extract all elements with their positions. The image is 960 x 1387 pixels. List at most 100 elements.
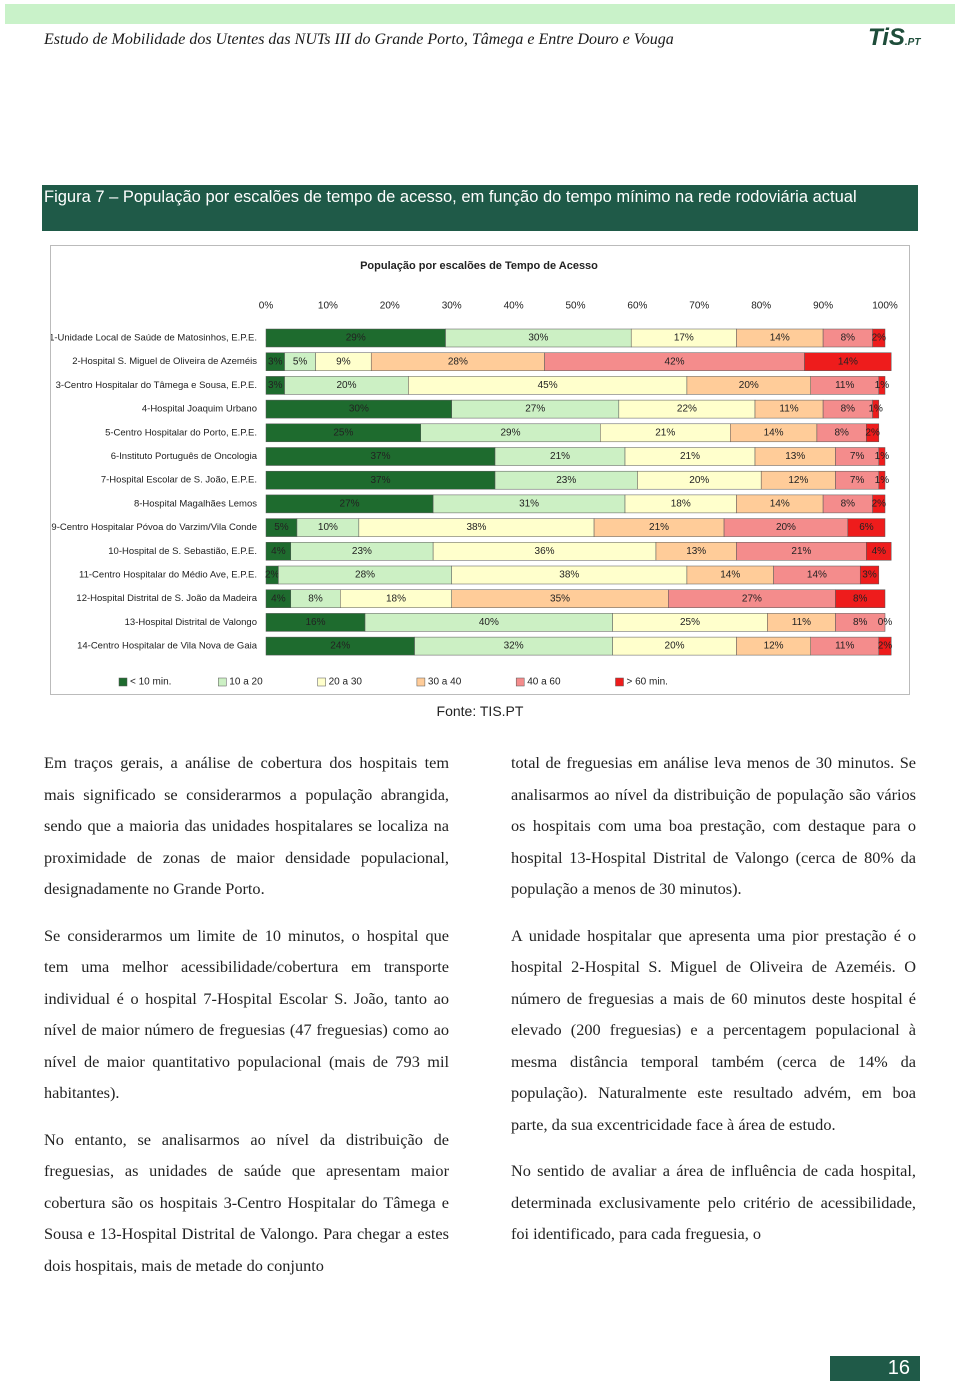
bar-segment [859, 565, 880, 585]
legend-swatch [615, 677, 624, 687]
value-label: 1% [875, 380, 890, 391]
chart-box: População por escalões de Tempo de Acess… [49, 245, 910, 695]
value-label: 1% [875, 475, 890, 486]
legend-label: < 10 min. [130, 677, 171, 688]
value-label: 4% [271, 593, 286, 604]
value-label: 45% [538, 380, 558, 391]
value-label: 40% [479, 617, 499, 628]
bar-segment [835, 589, 886, 608]
value-label: 2% [265, 570, 280, 581]
bar-segment [872, 399, 880, 419]
logo: TiS.PT [868, 24, 920, 52]
bar-segment [847, 518, 886, 537]
bar-segment [866, 423, 880, 443]
value-label: 8% [853, 617, 868, 628]
bar-segment [878, 447, 886, 466]
paragraph: Se considerarmos um limite de 10 minutos… [44, 925, 449, 1103]
legend-label: > 60 min. [627, 677, 668, 688]
category-label: 9-Centro Hospitalar Póvoa do Varzim/Vila… [51, 522, 257, 533]
category-label: 11-Centro Hospitalar do Médio Ave, E.P.E… [79, 570, 257, 581]
category-label: 10-Hospital de S. Sebastião, E.P.E. [108, 546, 257, 557]
value-label: 11% [835, 380, 854, 391]
bar-segment [878, 376, 886, 395]
paragraph: Em traços gerais, a análise de cobertura… [44, 753, 449, 898]
value-label: 28% [355, 570, 375, 581]
bar-segment [878, 470, 886, 490]
chart: População por escalões de Tempo de Acess… [49, 260, 898, 688]
value-label: 23% [556, 475, 576, 486]
x-tick-label: 0% [259, 301, 274, 312]
paragraph: total de freguesias em análise leva meno… [511, 753, 916, 898]
value-label: 31% [519, 499, 539, 510]
category-label: 14-Centro Hospitalar de Vila Nova de Gai… [77, 641, 258, 652]
value-label: 2% [865, 427, 880, 438]
value-label: 14% [838, 356, 858, 367]
chart-title: População por escalões de Tempo de Acess… [360, 260, 598, 272]
x-tick-label: 40% [504, 301, 524, 312]
category-label: 4-Hospital Joaquim Urbano [142, 404, 257, 415]
bar-segment [878, 636, 892, 656]
category-label: 5-Centro Hospitalar do Porto, E.P.E. [105, 427, 257, 438]
value-label: 17% [674, 333, 694, 344]
value-label: 12% [788, 475, 808, 486]
value-label: 11% [779, 404, 798, 415]
value-label: 3% [862, 570, 877, 581]
value-label: 3% [268, 356, 283, 367]
value-label: 14% [807, 570, 827, 581]
value-label: 25% [680, 617, 700, 628]
value-label: 4% [872, 546, 887, 557]
x-tick-label: 50% [565, 301, 585, 312]
value-label: 8% [841, 333, 856, 344]
legend-swatch [515, 677, 525, 687]
value-label: 32% [504, 641, 524, 652]
category-label: 2-Hospital S. Miguel de Oliveira de Azem… [72, 356, 257, 367]
value-label: 20% [336, 380, 356, 391]
value-label: 20% [665, 641, 685, 652]
category-label: 8-Hospital Magalhães Lemos [134, 498, 257, 509]
value-label: 28% [448, 356, 468, 367]
legend-swatch [416, 677, 426, 687]
page-number: 16 [830, 1356, 920, 1381]
value-label: 0% [878, 617, 893, 628]
x-tick-label: 60% [627, 301, 647, 312]
value-label: 24% [330, 641, 350, 652]
category-label: 12-Hospital Distrital de S. João da Made… [76, 593, 257, 604]
category-label: 13-Hospital Distrital de Valongo [125, 617, 257, 628]
value-label: 37% [371, 475, 391, 486]
value-label: 13% [686, 546, 706, 557]
category-label: 3-Centro Hospitalar do Tâmega e Sousa, E… [56, 380, 257, 391]
value-label: 7% [850, 475, 865, 486]
text-column: Em traços gerais, a análise de cobertura… [44, 747, 449, 1296]
paragraph: No sentido de avaliar a área de influênc… [511, 1161, 916, 1243]
value-label: 37% [371, 451, 391, 462]
value-label: 13% [785, 451, 805, 462]
value-label: 21% [649, 522, 669, 533]
value-label: 8% [834, 427, 849, 438]
value-label: 30% [528, 333, 548, 344]
value-label: 2% [872, 499, 887, 510]
legend-label: 20 a 30 [329, 677, 363, 688]
value-label: 1% [875, 451, 890, 462]
value-label: 20% [689, 475, 709, 486]
x-tick-label: 80% [751, 301, 771, 312]
category-label: 1-Unidade Local de Saúde de Matosinhos, … [51, 333, 257, 344]
bar-segment [872, 328, 886, 348]
paragraph: A unidade hospitalar que apresenta uma p… [511, 925, 916, 1134]
value-label: 22% [677, 404, 697, 415]
value-label: 29% [346, 333, 366, 344]
paragraph: No entanto, se analisarmos ao nível da d… [44, 1129, 449, 1275]
value-label: 11% [835, 641, 854, 652]
value-label: 5% [274, 522, 289, 533]
value-label: 38% [559, 570, 579, 581]
value-label: 9% [336, 356, 351, 367]
value-label: 21% [791, 546, 811, 557]
legend-label: 40 a 60 [527, 677, 561, 688]
value-label: 3% [268, 380, 283, 391]
value-label: 25% [333, 427, 353, 438]
value-label: 23% [352, 546, 372, 557]
value-label: 16% [306, 617, 326, 628]
value-label: 12% [764, 641, 784, 652]
value-label: 4% [271, 546, 286, 557]
value-label: 14% [720, 570, 740, 581]
